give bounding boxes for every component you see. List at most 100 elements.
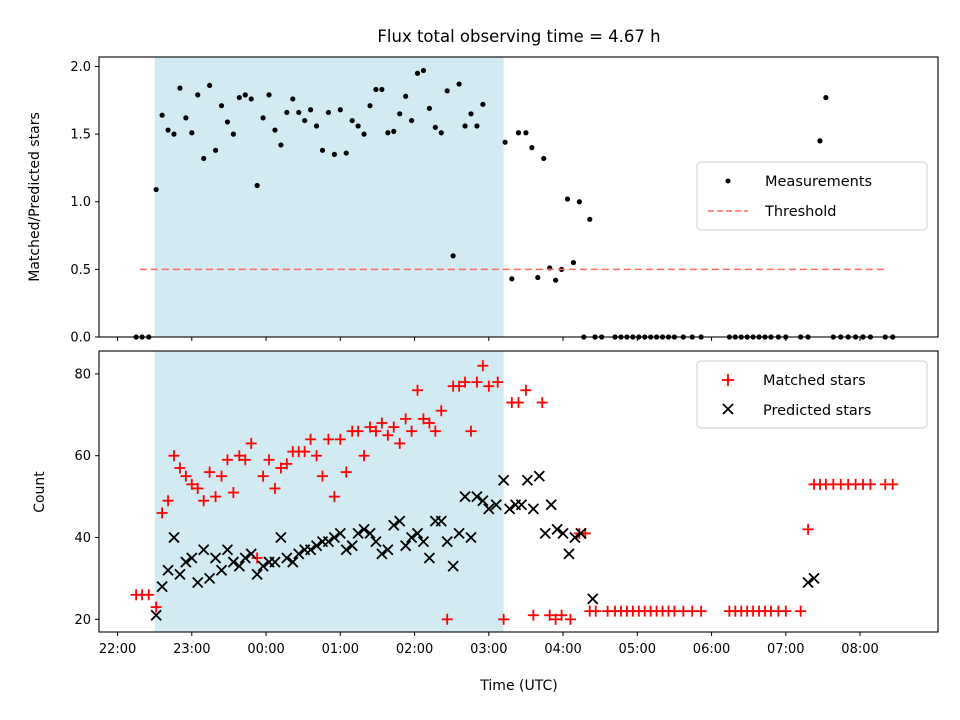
bottom-panel-x-ticks: 22:00 23:00 00:00 01:00 02:00 03:00 04:00 05:00… [99, 632, 879, 657]
matched-star-point [316, 470, 328, 482]
predicted-star-point [400, 540, 412, 552]
matched-star-point [281, 458, 293, 470]
predicted-star-point [417, 535, 430, 548]
legend-threshold-label: Threshold [764, 204, 836, 220]
matched-star-point [210, 491, 222, 503]
predicted-star-point [808, 572, 820, 585]
matched-star-point [311, 450, 323, 462]
top-panel-observing-span [154, 57, 504, 337]
matched-star-point [550, 613, 562, 625]
predicted-star-point [275, 531, 287, 544]
matched-star-point [257, 470, 269, 482]
matched-star-point [245, 437, 257, 449]
bottom-panel-observing-span [154, 351, 504, 632]
measurement-point [165, 127, 171, 133]
matched-star-point [180, 470, 192, 482]
matched-star-point [802, 523, 814, 535]
matched-star-point [864, 478, 876, 490]
predicted-star-point [370, 535, 382, 548]
predicted-star-point [174, 568, 186, 580]
measurement-point [385, 130, 391, 136]
predicted-star-point [162, 564, 174, 576]
matched-star-point [388, 421, 400, 433]
predicted-star-point [281, 552, 293, 564]
predicted-star-point [459, 490, 471, 503]
measurement-point [189, 130, 195, 136]
matched-star-point [156, 507, 168, 519]
matched-star-point [376, 417, 388, 429]
measurement-point [373, 86, 379, 93]
predicted-star-point [802, 576, 814, 589]
matched-star-point [441, 613, 453, 625]
predicted-star-point [287, 556, 299, 568]
predicted-star-point [203, 572, 216, 585]
matched-star-point [299, 446, 311, 458]
matched-star-point [174, 462, 186, 474]
x-tick-label: 07:00 [767, 642, 804, 657]
bottom-panel-frame [98, 350, 939, 633]
predicted-star-point [490, 499, 502, 511]
measurement-point [201, 155, 207, 162]
predicted-star-point [310, 540, 323, 552]
predicted-star-point [239, 552, 251, 564]
measurement-point [308, 107, 314, 113]
measurement-point [254, 182, 260, 189]
matched-star-point [305, 433, 317, 445]
matched-star-point [695, 605, 707, 617]
matched-star-point [352, 425, 364, 437]
x-tick-label: 05:00 [619, 642, 656, 657]
predicted-star-point [364, 527, 376, 540]
predicted-star-point [557, 527, 569, 540]
matched-star-point [233, 450, 245, 462]
predicted-star-point [209, 552, 222, 564]
measurement-point [361, 131, 367, 137]
measurement-point [397, 111, 403, 117]
matched-star-point [150, 601, 162, 613]
predicted-star-point [227, 556, 240, 568]
measurement-point [177, 85, 183, 91]
predicted-star-point [251, 568, 263, 580]
x-tick-label: 06:00 [693, 642, 730, 657]
measurement-point [296, 109, 302, 116]
y-tick-label: 2.0 [70, 60, 91, 75]
measurement-point [153, 186, 159, 193]
bottom-panel-legend: Matched stars Predicted stars [696, 360, 928, 429]
predicted-star-point [587, 593, 599, 605]
legend-matched-label: Matched stars [763, 373, 866, 389]
y-tick-label: 0.0 [70, 331, 91, 346]
predicted-star-point [563, 548, 575, 560]
predicted-star-point [453, 527, 465, 540]
measurement-point [260, 115, 266, 121]
x-tick-label: 02:00 [396, 642, 433, 657]
matched-star-point [340, 466, 352, 478]
measurement-point [343, 150, 349, 156]
predicted-star-point [388, 519, 400, 531]
predicted-star-point [245, 548, 257, 560]
matched-star-point [417, 413, 429, 425]
matched-star-point [239, 454, 251, 466]
measurement-point [355, 123, 361, 129]
measurement-point [438, 130, 444, 136]
measurement-point [159, 112, 165, 118]
measurement-point [224, 119, 231, 125]
measurement-point [212, 147, 219, 153]
measurement-point [480, 101, 486, 107]
matched-star-point [334, 433, 346, 445]
matched-star-point [168, 450, 180, 462]
matched-star-point [364, 421, 376, 433]
matched-star-point [520, 384, 532, 396]
measurement-point [509, 276, 515, 282]
matched-star-point [406, 425, 418, 437]
bottom-panel: 20 40 60 80 22:00 23:00 00:00 01:00 02:00 03:00 0… [32, 350, 939, 694]
measurement-point [242, 92, 248, 98]
measurement-point [414, 70, 421, 76]
matched-star-point [527, 609, 539, 621]
y-tick-label: 60 [74, 449, 91, 464]
measurement-point [426, 105, 433, 112]
matched-star-point [263, 454, 275, 466]
bottom-panel-y-ticks: 20 40 60 80 [74, 367, 99, 628]
matched-star-point [429, 425, 441, 437]
measurement-point [403, 93, 409, 99]
legend-matched-marker [722, 374, 734, 386]
matched-star-point [382, 429, 394, 441]
